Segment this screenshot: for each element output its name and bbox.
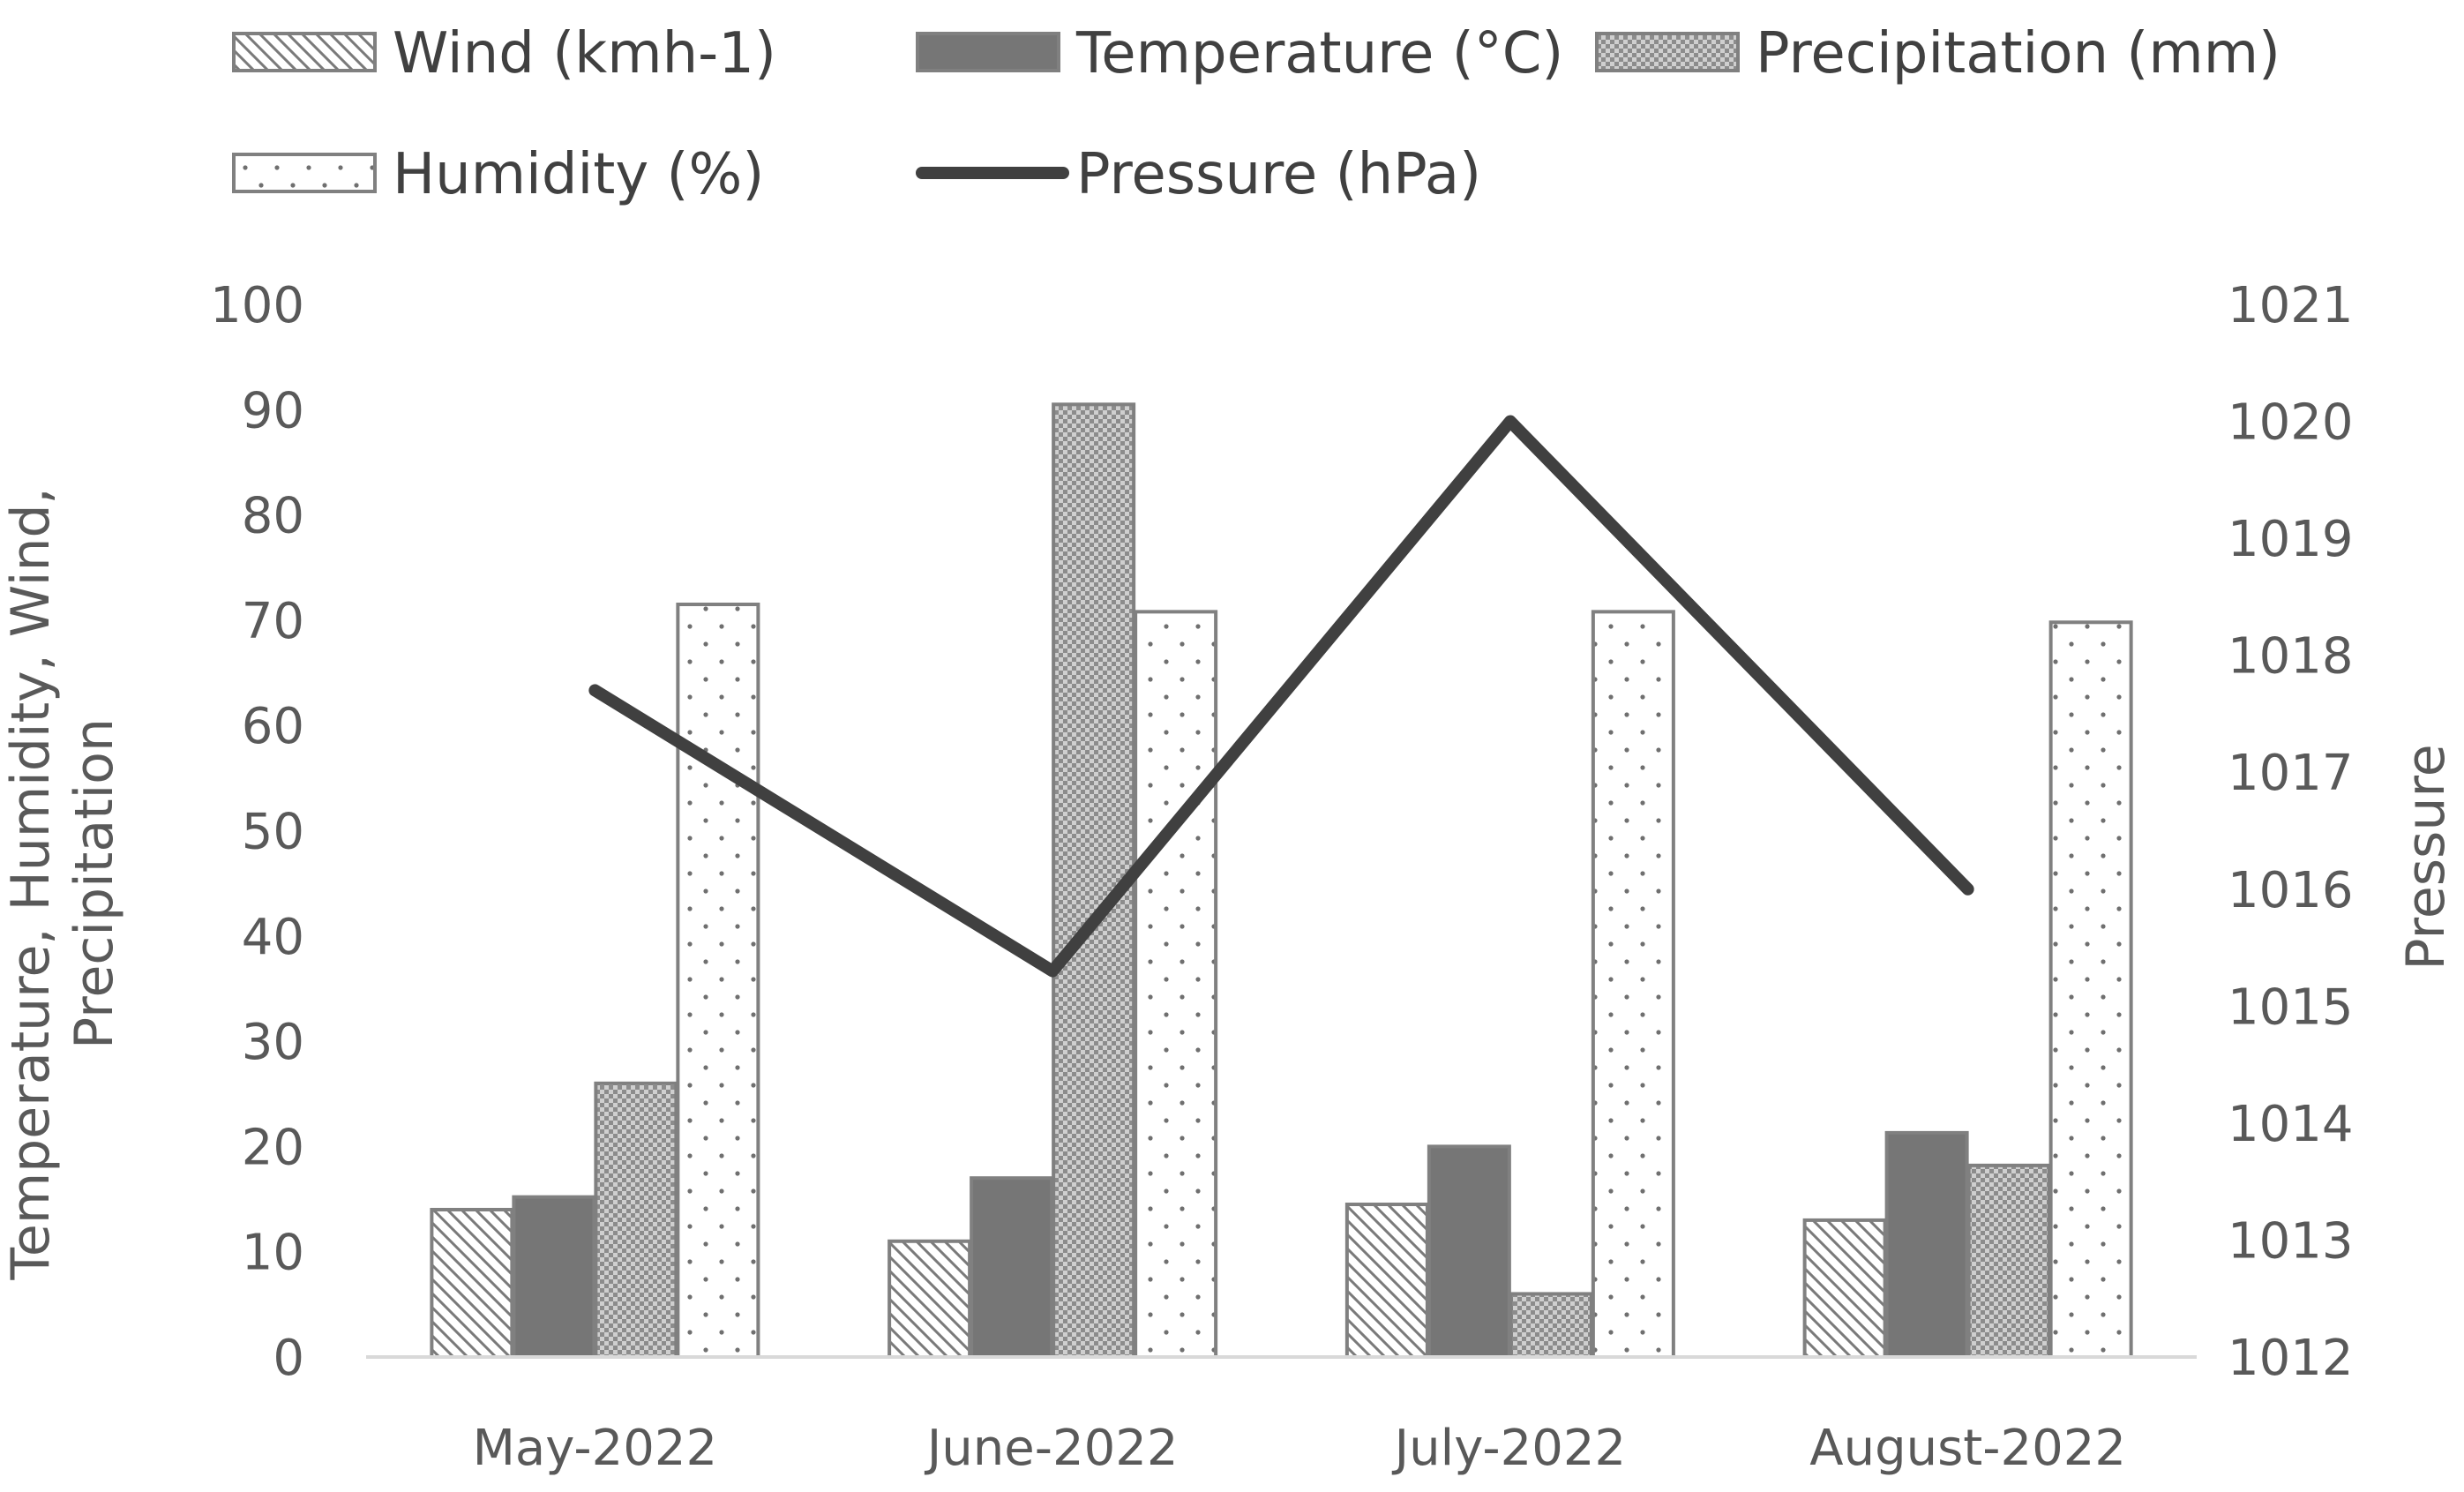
legend-swatch-humidity — [232, 153, 377, 193]
bar-precipitation-mm-july-2022 — [1509, 1292, 1593, 1360]
y-right-tick-1020: 1020 — [2228, 394, 2354, 452]
legend-label-pressure-hpa: Pressure (hPa) — [1076, 142, 1481, 207]
bar-temperature-c-may-2022 — [512, 1195, 596, 1359]
legend-label-precipitation-mm: Precipitation (mm) — [1756, 21, 2281, 86]
bar-humidity-may-2022 — [676, 603, 760, 1359]
y-left-tick-100: 100 — [210, 277, 304, 334]
y-right-tick-1015: 1015 — [2228, 978, 2354, 1036]
y-right-tick-1012: 1012 — [2228, 1330, 2354, 1387]
y-right-tick-1016: 1016 — [2228, 862, 2354, 919]
y-right-tick-1021: 1021 — [2228, 277, 2354, 334]
bar-temperature-c-july-2022 — [1427, 1144, 1511, 1360]
x-axis: May-2022 June-2022 July-2022 August-2022 — [366, 1355, 2197, 1477]
bar-wind-kmh-1-june-2022 — [887, 1239, 972, 1360]
legend-label-humidity: Humidity (%) — [393, 142, 764, 207]
x-tick-july-2022: July-2022 — [1392, 1420, 1626, 1477]
bar-humidity-august-2022 — [2048, 620, 2133, 1359]
y-right-tick-1014: 1014 — [2228, 1096, 2354, 1153]
legend-label-temperature-c: Temperature (°C) — [1075, 21, 1563, 86]
bar-precipitation-mm-august-2022 — [1966, 1163, 2051, 1360]
x-tick-may-2022: May-2022 — [473, 1420, 718, 1477]
y-left-axis-title: Temperature, Humidity, Wind,Precipitatio… — [0, 487, 125, 1280]
bar-precipitation-mm-may-2022 — [594, 1081, 678, 1359]
right-axis: 1012 1013 1014 1015 1016 1017 1018 1019 1020 1021… — [2228, 277, 2457, 1387]
bars — [430, 402, 2133, 1360]
y-left-tick-30: 30 — [242, 1014, 304, 1071]
legend-swatch-temperature-c — [916, 32, 1060, 72]
legend-swatch-wind-kmh-1 — [232, 32, 377, 72]
y-left-tick-20: 20 — [242, 1119, 304, 1176]
line-pressure-hpa — [588, 415, 1974, 978]
legend-label-wind-kmh-1: Wind (kmh-1) — [393, 21, 776, 86]
bar-humidity-july-2022 — [1591, 610, 1675, 1359]
y-left-tick-70: 70 — [242, 593, 304, 650]
y-right-tick-1019: 1019 — [2228, 511, 2354, 568]
y-left-axis-title-line: Precipitation — [64, 718, 125, 1049]
bar-wind-kmh-1-may-2022 — [430, 1207, 514, 1359]
x-tick-june-2022: June-2022 — [925, 1420, 1179, 1477]
bar-temperature-c-june-2022 — [970, 1176, 1054, 1359]
y-left-tick-0: 0 — [273, 1330, 304, 1387]
y-right-axis-title: Pressure — [2395, 744, 2457, 970]
legend: Wind (kmh-1) Temperature (°C) Precipitatio… — [232, 21, 2281, 207]
y-left-tick-10: 10 — [242, 1225, 304, 1282]
bar-temperature-c-august-2022 — [1884, 1130, 1969, 1359]
y-left-tick-90: 90 — [242, 382, 304, 439]
y-left-tick-50: 50 — [242, 804, 304, 861]
legend-swatch-precipitation-mm — [1595, 32, 1740, 72]
y-right-tick-1013: 1013 — [2228, 1212, 2354, 1270]
bar-humidity-june-2022 — [1134, 610, 1218, 1359]
left-axis: 0 10 20 30 40 50 60 70 80 90 100 Temperature, Humid… — [0, 277, 304, 1387]
y-right-tick-1018: 1018 — [2228, 628, 2354, 686]
y-left-tick-40: 40 — [242, 909, 304, 966]
bar-wind-kmh-1-july-2022 — [1344, 1203, 1429, 1360]
bar-wind-kmh-1-august-2022 — [1802, 1218, 1887, 1360]
y-left-axis-title-line: Temperature, Humidity, Wind, — [0, 487, 62, 1280]
x-tick-august-2022: August-2022 — [1809, 1420, 2126, 1477]
y-left-tick-80: 80 — [242, 488, 304, 545]
pressure-line — [588, 415, 1974, 978]
y-left-tick-60: 60 — [242, 698, 304, 755]
y-right-tick-1017: 1017 — [2228, 745, 2354, 802]
